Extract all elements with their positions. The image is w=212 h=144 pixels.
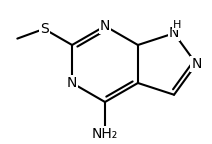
Text: NH₂: NH₂ (92, 127, 118, 141)
Text: S: S (40, 22, 49, 36)
Text: H: H (173, 20, 181, 30)
Text: N: N (169, 26, 179, 40)
Text: N: N (100, 19, 110, 33)
Text: N: N (67, 76, 77, 90)
Text: N: N (191, 57, 202, 71)
